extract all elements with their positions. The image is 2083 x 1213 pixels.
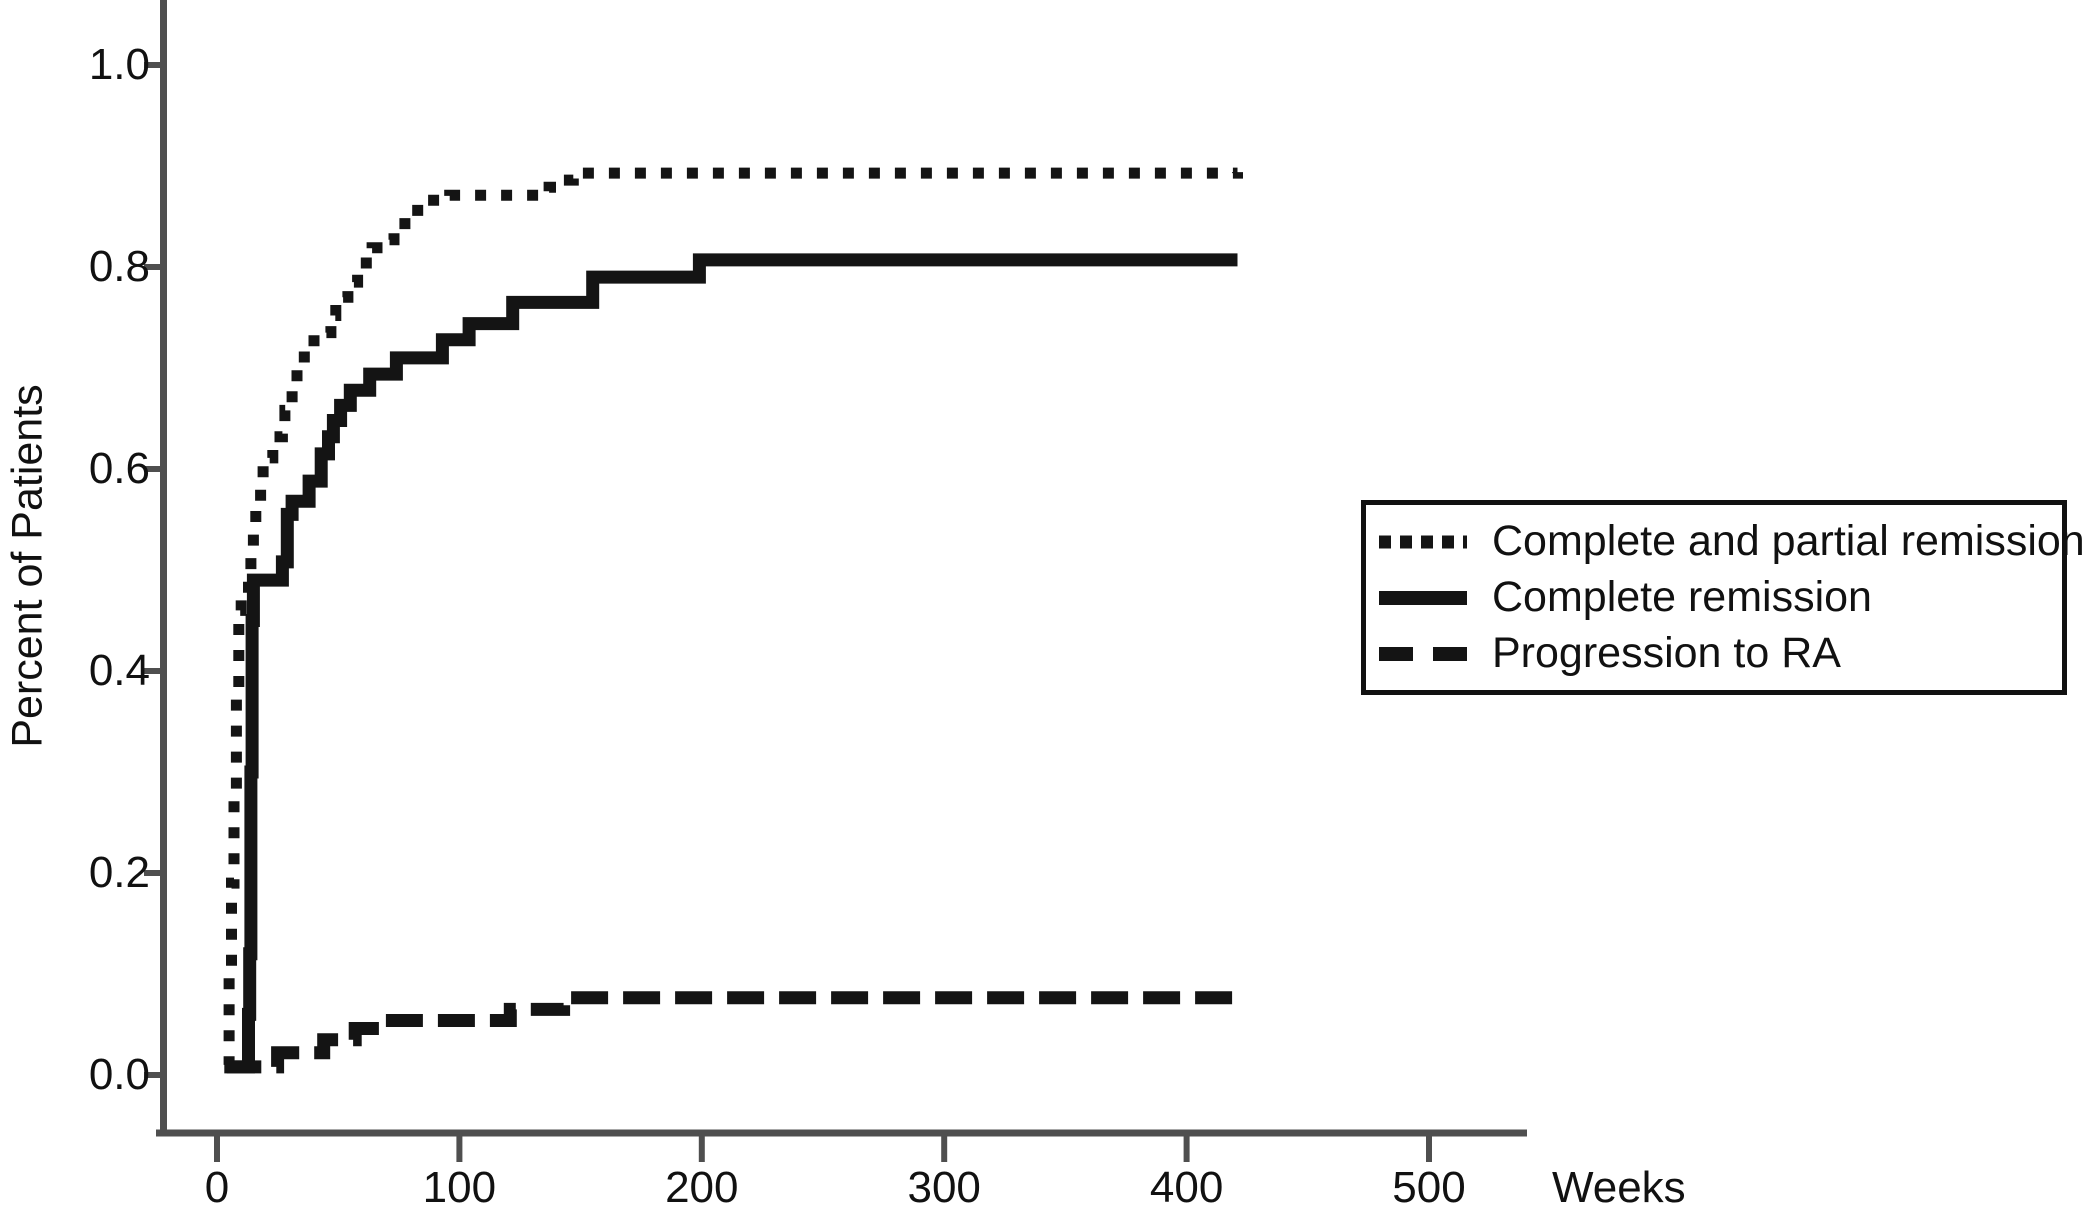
x-tick-label: 0 xyxy=(204,1163,230,1212)
x-tick-label: 100 xyxy=(422,1163,497,1212)
y-tick-label: 0.4 xyxy=(88,646,150,695)
series-dotted-curve xyxy=(223,167,1243,1071)
series-dashed-curve xyxy=(224,991,1238,1074)
x-tick-label: 400 xyxy=(1149,1163,1224,1212)
y-tick-label: 0.8 xyxy=(88,242,150,291)
y-tick-label: 0.2 xyxy=(88,848,150,897)
series-solid-curve xyxy=(226,253,1238,1074)
y-tick-label: 0.6 xyxy=(88,444,150,493)
x-tick-label: 300 xyxy=(907,1163,981,1212)
y-tick-label: 1.0 xyxy=(88,40,150,89)
x-tick-label: 200 xyxy=(665,1163,739,1212)
x-tick-label: 500 xyxy=(1392,1163,1466,1212)
solid-line-swatch xyxy=(1379,590,1467,606)
legend-label: Complete and partial remission xyxy=(1492,517,2083,565)
legend: Complete and partial remission Complete … xyxy=(1361,500,2083,695)
legend-label: Progression to RA xyxy=(1492,629,1841,677)
x-axis-title: Weeks xyxy=(1552,1163,1686,1212)
dashed-line-swatch xyxy=(1379,646,1467,662)
legend-item-complete-and-partial-remission: Complete and partial remission xyxy=(1379,514,2083,570)
legend-item-progression-to-ra: Progression to RA xyxy=(1379,626,2062,682)
legend-item-complete-remission: Complete remission xyxy=(1379,570,2062,626)
dotted-line-swatch xyxy=(1379,534,1467,550)
y-tick-label: 0.0 xyxy=(88,1050,150,1099)
legend-label: Complete remission xyxy=(1492,573,1872,621)
